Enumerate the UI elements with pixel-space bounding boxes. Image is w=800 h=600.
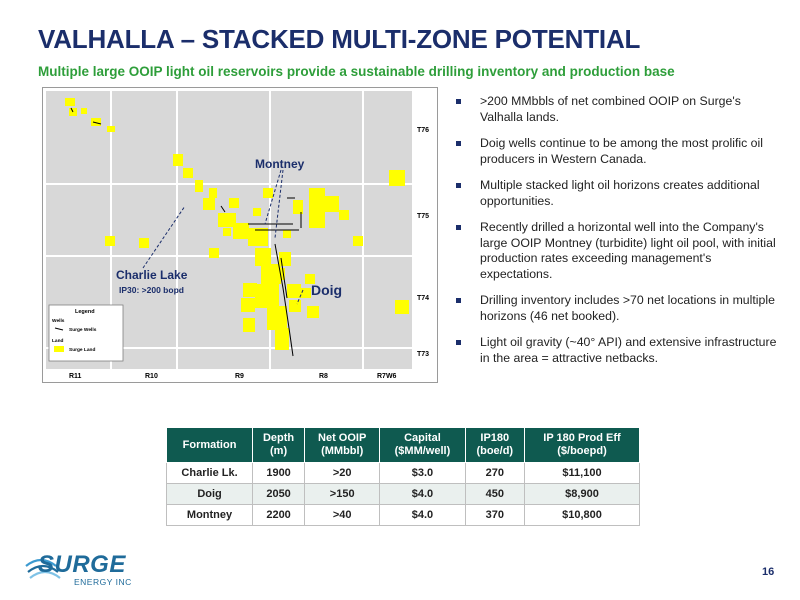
map-legend: Legend Wells Surge Wells Land Surge Land <box>48 304 124 362</box>
square-bullet-icon <box>456 183 461 188</box>
table-row: Charlie Lk. 1900 >20 $3.0 270 $11,100 <box>165 462 640 484</box>
col-header-formation: Formation <box>165 427 254 463</box>
township-cell <box>178 349 269 369</box>
page-subtitle: Multiple large OOIP light oil reservoirs… <box>38 64 675 79</box>
township-cell <box>46 185 110 255</box>
highlights-list: >200 MMbbls of net combined OOIP on Surg… <box>454 94 784 377</box>
square-bullet-icon <box>456 225 461 230</box>
charlie-lake-ip-callout: IP30: >200 bopd <box>119 285 184 295</box>
land-swatch-icon <box>54 346 64 352</box>
square-bullet-icon <box>456 141 461 146</box>
table-cell: >40 <box>304 504 381 526</box>
legend-wells-heading: Wells <box>52 318 65 324</box>
table-cell: 270 <box>464 462 526 484</box>
square-bullet-icon <box>456 99 461 104</box>
legend-title: Legend <box>75 309 95 315</box>
charlie-lake-callout: Charlie Lake <box>116 268 188 282</box>
doig-callout: Doig <box>311 282 342 298</box>
table-cell: $11,100 <box>524 462 640 484</box>
page-title: VALHALLA – STACKED MULTI-ZONE POTENTIAL <box>38 24 641 54</box>
township-cell <box>364 185 412 255</box>
table-cell: $10,800 <box>524 504 640 526</box>
township-label: T75 <box>417 213 429 220</box>
township-label: T73 <box>417 351 429 358</box>
township-cell <box>271 91 362 183</box>
col-header-prod-eff: IP 180 Prod Eff ($/boepd) <box>524 427 640 463</box>
legend-wells-item: Surge Wells <box>69 327 97 333</box>
table-cell: Charlie Lk. <box>165 462 254 484</box>
list-item: Doig wells continue to be among the most… <box>454 136 784 167</box>
col-header-ip180: IP180 (boe/d) <box>464 427 526 463</box>
legend-land-heading: Land <box>52 338 64 344</box>
township-cell <box>112 349 176 369</box>
range-label: R8 <box>319 373 328 380</box>
page-number: 16 <box>762 566 775 578</box>
range-label: R9 <box>235 373 244 380</box>
table-cell: $3.0 <box>379 462 466 484</box>
range-label: R10 <box>145 373 158 380</box>
township-label: T74 <box>417 295 429 302</box>
list-item: Multiple stacked light oil horizons crea… <box>454 178 784 209</box>
township-cell <box>364 349 412 369</box>
square-bullet-icon <box>456 298 461 303</box>
range-label: R7W6 <box>377 373 397 380</box>
surge-land-parcels <box>65 98 409 350</box>
table-cell: $8,900 <box>524 483 640 505</box>
table-cell: Montney <box>165 504 254 526</box>
well-symbol-icon <box>54 327 64 331</box>
square-bullet-icon <box>456 340 461 345</box>
list-item: Recently drilled a horizontal well into … <box>454 220 784 282</box>
table-header-row: Formation Depth (m) Net OOIP (MMbbl) Capit… <box>165 427 640 463</box>
surge-well-traces <box>70 107 302 357</box>
table-cell: >20 <box>304 462 381 484</box>
township-cell <box>112 91 176 183</box>
table-row: Montney 2200 >40 $4.0 370 $10,800 <box>165 504 640 526</box>
table-cell: >150 <box>304 483 381 505</box>
township-cell <box>46 91 110 183</box>
valhalla-land-map: T76 T75 T74 T73 R11 R10 R9 R8 R7W6 Montn… <box>42 87 438 383</box>
township-cell <box>364 91 412 183</box>
table-cell: $4.0 <box>379 483 466 505</box>
list-item: >200 MMbbls of net combined OOIP on Surg… <box>454 94 784 125</box>
table-cell: Doig <box>165 483 254 505</box>
company-logo-subtext: ENERGY INC <box>74 577 132 587</box>
table-cell: 2050 <box>252 483 306 505</box>
table-cell: 450 <box>464 483 526 505</box>
list-item: Drilling inventory includes >70 net loca… <box>454 293 784 324</box>
col-header-depth: Depth (m) <box>252 427 306 463</box>
table-cell: 2200 <box>252 504 306 526</box>
company-logo-text: SURGE <box>38 551 126 578</box>
township-cell <box>271 349 362 369</box>
township-cell <box>178 91 269 183</box>
callout-leader-lines <box>142 169 304 305</box>
col-header-capital: Capital ($MM/well) <box>379 427 466 463</box>
table-cell: 370 <box>464 504 526 526</box>
range-label: R11 <box>69 373 82 380</box>
table-row: Doig 2050 >150 $4.0 450 $8,900 <box>165 483 640 505</box>
legend-land-item: Surge Land <box>69 347 95 353</box>
surge-wave-logo-icon <box>25 558 61 579</box>
col-header-net-ooip: Net OOIP (MMbbl) <box>304 427 381 463</box>
formation-economics-table: Formation Depth (m) Net OOIP (MMbbl) Capit… <box>165 427 640 526</box>
table-cell: $4.0 <box>379 504 466 526</box>
list-item: Light oil gravity (~40° API) and extensi… <box>454 335 784 366</box>
table-cell: 1900 <box>252 462 306 484</box>
township-label: T76 <box>417 127 429 134</box>
montney-callout: Montney <box>255 157 305 171</box>
